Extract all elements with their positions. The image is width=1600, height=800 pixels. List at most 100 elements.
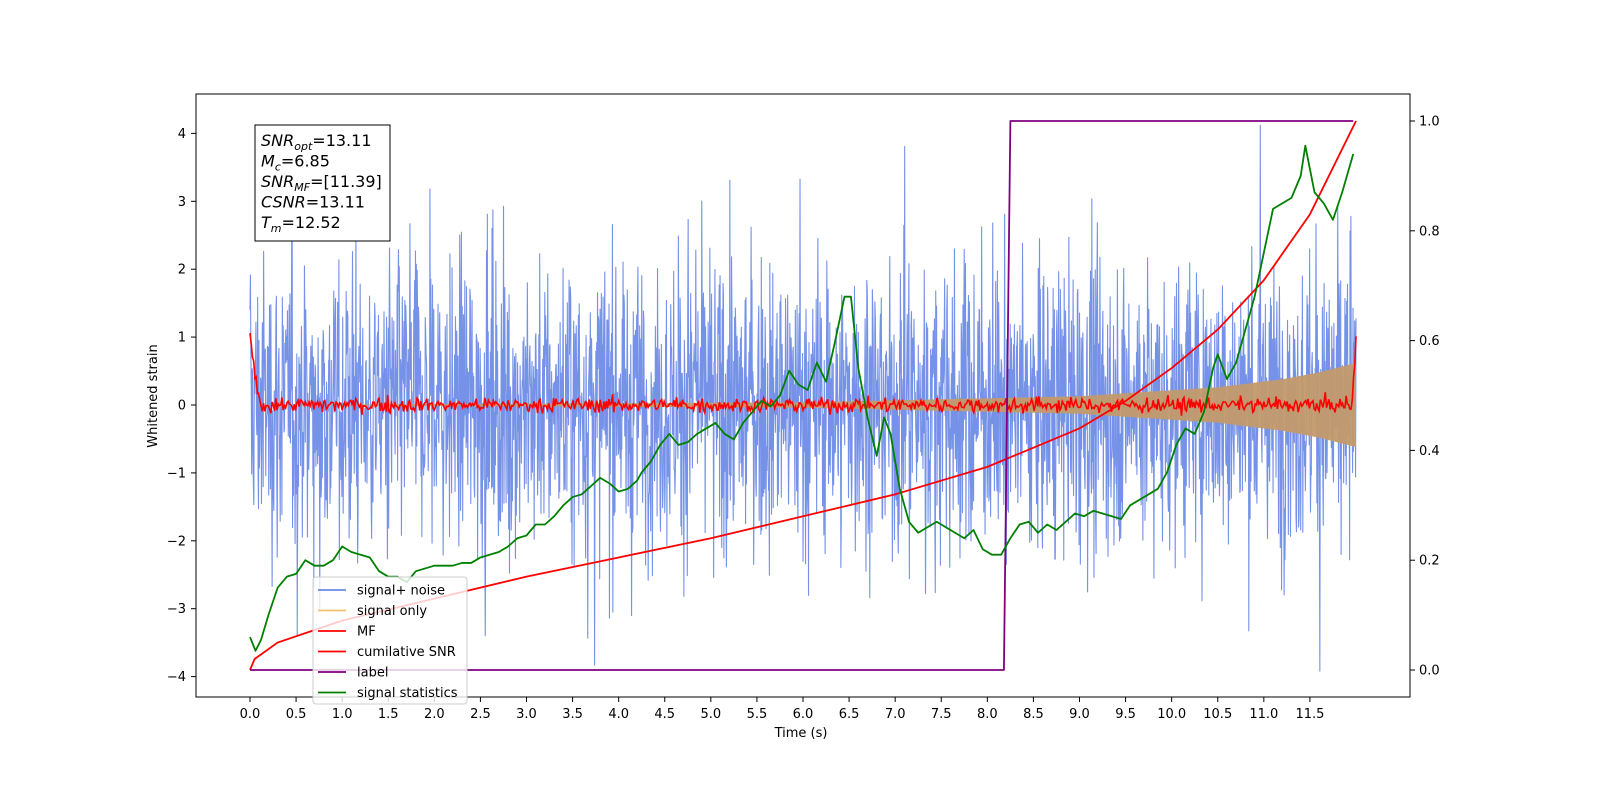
legend-entry: label xyxy=(318,666,388,681)
x-tick-label: 4.0 xyxy=(608,707,629,722)
x-tick-label: 6.0 xyxy=(793,707,814,722)
x-tick-label: 11.0 xyxy=(1249,707,1278,722)
annotation-line: SNRMF=[11.39] xyxy=(261,172,382,194)
y-tick-label: 1 xyxy=(178,331,186,346)
y2-tick: 0.2 xyxy=(1410,554,1440,569)
x-tick-label: 4.5 xyxy=(654,707,675,722)
y-tick: −2 xyxy=(167,534,196,549)
x-tick: 8.5 xyxy=(1023,697,1044,722)
legend-frame xyxy=(312,576,468,705)
y-tick: −4 xyxy=(167,670,196,685)
x-tick: 5.0 xyxy=(700,697,721,722)
legend-label: cumilative SNR xyxy=(357,645,456,660)
x-tick: 5.5 xyxy=(747,697,768,722)
series-signal-noise xyxy=(249,124,1357,672)
y2-tick-label: 1.0 xyxy=(1419,115,1440,130)
y2-tick-label: 0.8 xyxy=(1419,224,1440,239)
legend-label: label xyxy=(357,666,388,681)
x-tick-label: 10.5 xyxy=(1203,707,1232,722)
y2-tick: 0.0 xyxy=(1410,664,1440,679)
x-tick-label: 2.0 xyxy=(424,707,445,722)
y2-tick: 1.0 xyxy=(1410,115,1440,130)
x-tick-label: 8.0 xyxy=(977,707,998,722)
x-tick-label: 1.5 xyxy=(378,707,399,722)
x-tick: 7.5 xyxy=(931,697,952,722)
x-tick-label: 6.5 xyxy=(839,707,860,722)
legend-label: signal+ noise xyxy=(357,584,445,599)
x-tick-label: 3.5 xyxy=(562,707,583,722)
y2-tick-label: 0.0 xyxy=(1419,664,1440,679)
x-tick-label: 9.0 xyxy=(1069,707,1090,722)
legend-entry: signal only xyxy=(318,604,427,619)
x-tick: 6.5 xyxy=(839,697,860,722)
x-tick-label: 2.5 xyxy=(470,707,491,722)
annotation-line: Tm=12.52 xyxy=(261,213,341,235)
y-tick: −1 xyxy=(167,466,196,481)
legend-entry: MF xyxy=(318,625,376,640)
y2-tick-label: 0.4 xyxy=(1419,444,1440,459)
annotation-line: Mc=6.85 xyxy=(261,152,330,174)
x-tick: 11.5 xyxy=(1295,697,1324,722)
y-tick-label: 2 xyxy=(178,263,186,278)
y-tick: 2 xyxy=(178,263,196,278)
x-axis: 0.0 0.5 1.0 1.5 2.0 2.5 3.0 3.5 4.0 4.5 5.0 5.5 6.0 6… xyxy=(240,697,1324,722)
annotation-frame xyxy=(254,124,391,242)
y2-tick-label: 0.6 xyxy=(1419,334,1440,349)
series-signal-statistics xyxy=(249,144,1355,652)
y-tick: 0 xyxy=(178,399,196,414)
x-tick-label: 10.0 xyxy=(1157,707,1186,722)
annotation-box: SNRopt=13.11Mc=6.85SNRMF=[11.39]CSNR=13.… xyxy=(254,124,391,242)
y-tick: 1 xyxy=(178,331,196,346)
y-tick-label: −2 xyxy=(167,534,186,549)
legend-entry: signal statistics xyxy=(318,686,458,701)
x-tick-label: 3.0 xyxy=(516,707,537,722)
x-tick-label: 0.5 xyxy=(286,707,307,722)
x-tick-label: 7.5 xyxy=(931,707,952,722)
legend-label: MF xyxy=(357,625,376,640)
x-tick-label: 5.5 xyxy=(747,707,768,722)
legend-label: signal only xyxy=(357,604,427,619)
legend: signal+ noise signal only MF cumilative SNR… xyxy=(312,576,468,705)
annotation-line: CSNR=13.11 xyxy=(261,193,365,212)
legend-entry: signal+ noise xyxy=(318,584,445,599)
x-tick: 4.5 xyxy=(654,697,675,722)
series-label xyxy=(250,120,1354,671)
x-tick: 11.0 xyxy=(1249,697,1278,722)
y2-tick: 0.6 xyxy=(1410,334,1440,349)
y-axis-label: Whitened strain xyxy=(146,344,161,447)
x-tick: 0.5 xyxy=(286,697,307,722)
x-tick-label: 7.0 xyxy=(885,707,906,722)
y-tick-label: 4 xyxy=(178,127,186,142)
y-tick-label: −4 xyxy=(167,670,186,685)
y-axis-left: −4 −3 −2 −1 0 1 2 3 4 xyxy=(167,127,196,685)
y-tick: 3 xyxy=(178,195,196,210)
annotation-line: SNRopt=13.11 xyxy=(261,131,372,153)
x-tick-label: 0.0 xyxy=(240,707,261,722)
y-tick-label: 0 xyxy=(178,399,186,414)
legend-entry: cumilative SNR xyxy=(318,645,456,660)
y-tick: 4 xyxy=(178,127,196,142)
x-tick: 6.0 xyxy=(793,697,814,722)
y2-tick: 0.4 xyxy=(1410,444,1440,459)
x-tick-label: 11.5 xyxy=(1295,707,1324,722)
y-tick-label: −1 xyxy=(167,466,186,481)
x-tick: 10.5 xyxy=(1203,697,1232,722)
x-tick: 3.0 xyxy=(516,697,537,722)
x-tick: 7.0 xyxy=(885,697,906,722)
y-tick: −3 xyxy=(167,602,196,617)
y-axis-right: 0.0 0.2 0.4 0.6 0.8 1.0 xyxy=(1410,115,1440,679)
legend-label: signal statistics xyxy=(357,686,458,701)
x-axis-label: Time (s) xyxy=(774,726,828,741)
x-tick-label: 1.0 xyxy=(332,707,353,722)
series-mf xyxy=(249,332,1357,416)
x-tick: 9.5 xyxy=(1115,697,1136,722)
x-tick: 2.5 xyxy=(470,697,491,722)
x-tick: 9.0 xyxy=(1069,697,1090,722)
x-tick: 4.0 xyxy=(608,697,629,722)
x-tick: 8.0 xyxy=(977,697,998,722)
x-tick: 10.0 xyxy=(1157,697,1186,722)
x-tick: 3.5 xyxy=(562,697,583,722)
x-tick-label: 9.5 xyxy=(1115,707,1136,722)
x-tick-label: 8.5 xyxy=(1023,707,1044,722)
